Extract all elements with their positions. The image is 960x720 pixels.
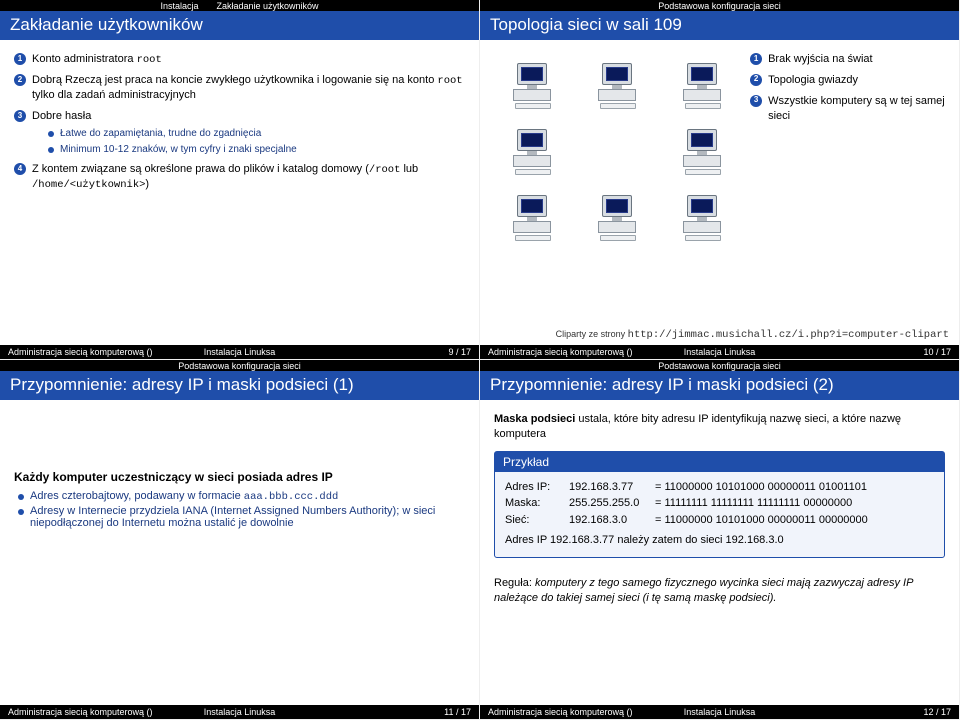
- list-item: Topologia gwiazdy: [750, 73, 945, 88]
- footer-mid: Instalacja Linuksa: [204, 707, 276, 717]
- network-figure: [494, 52, 742, 339]
- crumb: Podstawowa konfiguracja sieci: [658, 1, 781, 11]
- crumb: Podstawowa konfiguracja sieci: [178, 361, 301, 371]
- footer-right: 12 / 17: [923, 707, 951, 717]
- slide-body: Każdy komputer uczestniczący w sieci pos…: [0, 400, 479, 705]
- clipart-credit: Cliparty ze strony http://jimmac.musicha…: [556, 329, 949, 341]
- numbered-list: Konto administratora root Dobrą Rzeczą j…: [14, 52, 465, 192]
- rule-text: Reguła: komputery z tego samego fizyczne…: [494, 576, 945, 607]
- footer: Administracja siecią komputerową () Inst…: [480, 345, 959, 359]
- footer: Administracja siecią komputerową () Inst…: [480, 705, 959, 719]
- intro-text: Maska podsieci ustala, które bity adresu…: [494, 412, 945, 443]
- footer: Administracja siecią komputerową () Inst…: [0, 705, 479, 719]
- list-item: Dobre hasła Łatwe do zapamiętania, trudn…: [14, 109, 465, 156]
- slide-9: Instalacja Zakładanie użytkowników Zakła…: [0, 0, 480, 360]
- slide-body: Brak wyjścia na świat Topologia gwiazdy …: [480, 40, 959, 345]
- box-header: Przykład: [495, 452, 944, 472]
- footer: Administracja siecią komputerową () Inst…: [0, 345, 479, 359]
- list-item: Brak wyjścia na świat: [750, 52, 945, 67]
- example-box: Przykład Adres IP:192.168.3.77= 11000000…: [494, 451, 945, 558]
- slide-11: Podstawowa konfiguracja sieci Przypomnie…: [0, 360, 480, 720]
- list-item: Łatwe do zapamiętania, trudne do zgadnię…: [48, 127, 465, 141]
- footer-left: Administracja siecią komputerową (): [488, 707, 633, 717]
- list-item: Minimum 10-12 znaków, w tym cyfry i znak…: [48, 143, 465, 157]
- slide-title: Topologia sieci w sali 109: [480, 11, 959, 40]
- footer-left: Administracja siecią komputerową (): [8, 707, 153, 717]
- slide-10: Podstawowa konfiguracja sieci Topologia …: [480, 0, 960, 360]
- computer-icon: [681, 129, 725, 175]
- slide-title: Zakładanie użytkowników: [0, 11, 479, 40]
- list-item: Adresy w Internecie przydziela IANA (Int…: [18, 505, 465, 529]
- computer-icon: [596, 63, 640, 109]
- list-item: Konto administratora root: [14, 52, 465, 67]
- slide-title: Przypomnienie: adresy IP i maski podsiec…: [0, 371, 479, 400]
- crumb: Instalacja: [160, 1, 198, 11]
- footer-right: 11 / 17: [444, 707, 471, 717]
- breadcrumb: Podstawowa konfiguracja sieci: [480, 360, 959, 371]
- footer-mid: Instalacja Linuksa: [684, 707, 756, 717]
- computer-icon: [596, 195, 640, 241]
- conclusion: Adres IP 192.168.3.77 należy zatem do si…: [505, 532, 934, 549]
- footer-left: Administracja siecią komputerową (): [488, 347, 633, 357]
- slide-12: Podstawowa konfiguracja sieci Przypomnie…: [480, 360, 960, 720]
- crumb: Podstawowa konfiguracja sieci: [658, 361, 781, 371]
- computer-icon: [511, 195, 555, 241]
- breadcrumb: Podstawowa konfiguracja sieci: [480, 0, 959, 11]
- computer-icon: [511, 129, 555, 175]
- slide-title: Przypomnienie: adresy IP i maski podsiec…: [480, 371, 959, 400]
- list-item: Adres czterobajtowy, podawany w formacie…: [18, 490, 465, 503]
- numbered-list: Brak wyjścia na świat Topologia gwiazdy …: [750, 52, 945, 123]
- crumb: Zakładanie użytkowników: [216, 1, 318, 11]
- footer-right: 9 / 17: [448, 347, 471, 357]
- footer-left: Administracja siecią komputerową (): [8, 347, 153, 357]
- right-list: Brak wyjścia na świat Topologia gwiazdy …: [750, 52, 945, 339]
- computer-icon: [511, 63, 555, 109]
- bullet-list: Łatwe do zapamiętania, trudne do zgadnię…: [32, 127, 465, 156]
- computer-icon: [681, 195, 725, 241]
- bullet-list: Adres czterobajtowy, podawany w formacie…: [14, 490, 465, 529]
- breadcrumb: Podstawowa konfiguracja sieci: [0, 360, 479, 371]
- footer-mid: Instalacja Linuksa: [684, 347, 756, 357]
- slide-body: Konto administratora root Dobrą Rzeczą j…: [0, 40, 479, 345]
- footer-right: 10 / 17: [923, 347, 951, 357]
- computer-icon: [681, 63, 725, 109]
- breadcrumb: Instalacja Zakładanie użytkowników: [0, 0, 479, 11]
- footer-mid: Instalacja Linuksa: [204, 347, 276, 357]
- list-item: Dobrą Rzeczą jest praca na koncie zwykłe…: [14, 73, 465, 103]
- list-item: Wszystkie komputery są w tej samej sieci: [750, 94, 945, 124]
- box-content: Adres IP:192.168.3.77= 11000000 10101000…: [495, 472, 944, 557]
- section-heading: Każdy komputer uczestniczący w sieci pos…: [14, 470, 465, 484]
- list-item: Z kontem związane są określone prawa do …: [14, 162, 465, 192]
- slide-body: Maska podsieci ustala, które bity adresu…: [480, 400, 959, 705]
